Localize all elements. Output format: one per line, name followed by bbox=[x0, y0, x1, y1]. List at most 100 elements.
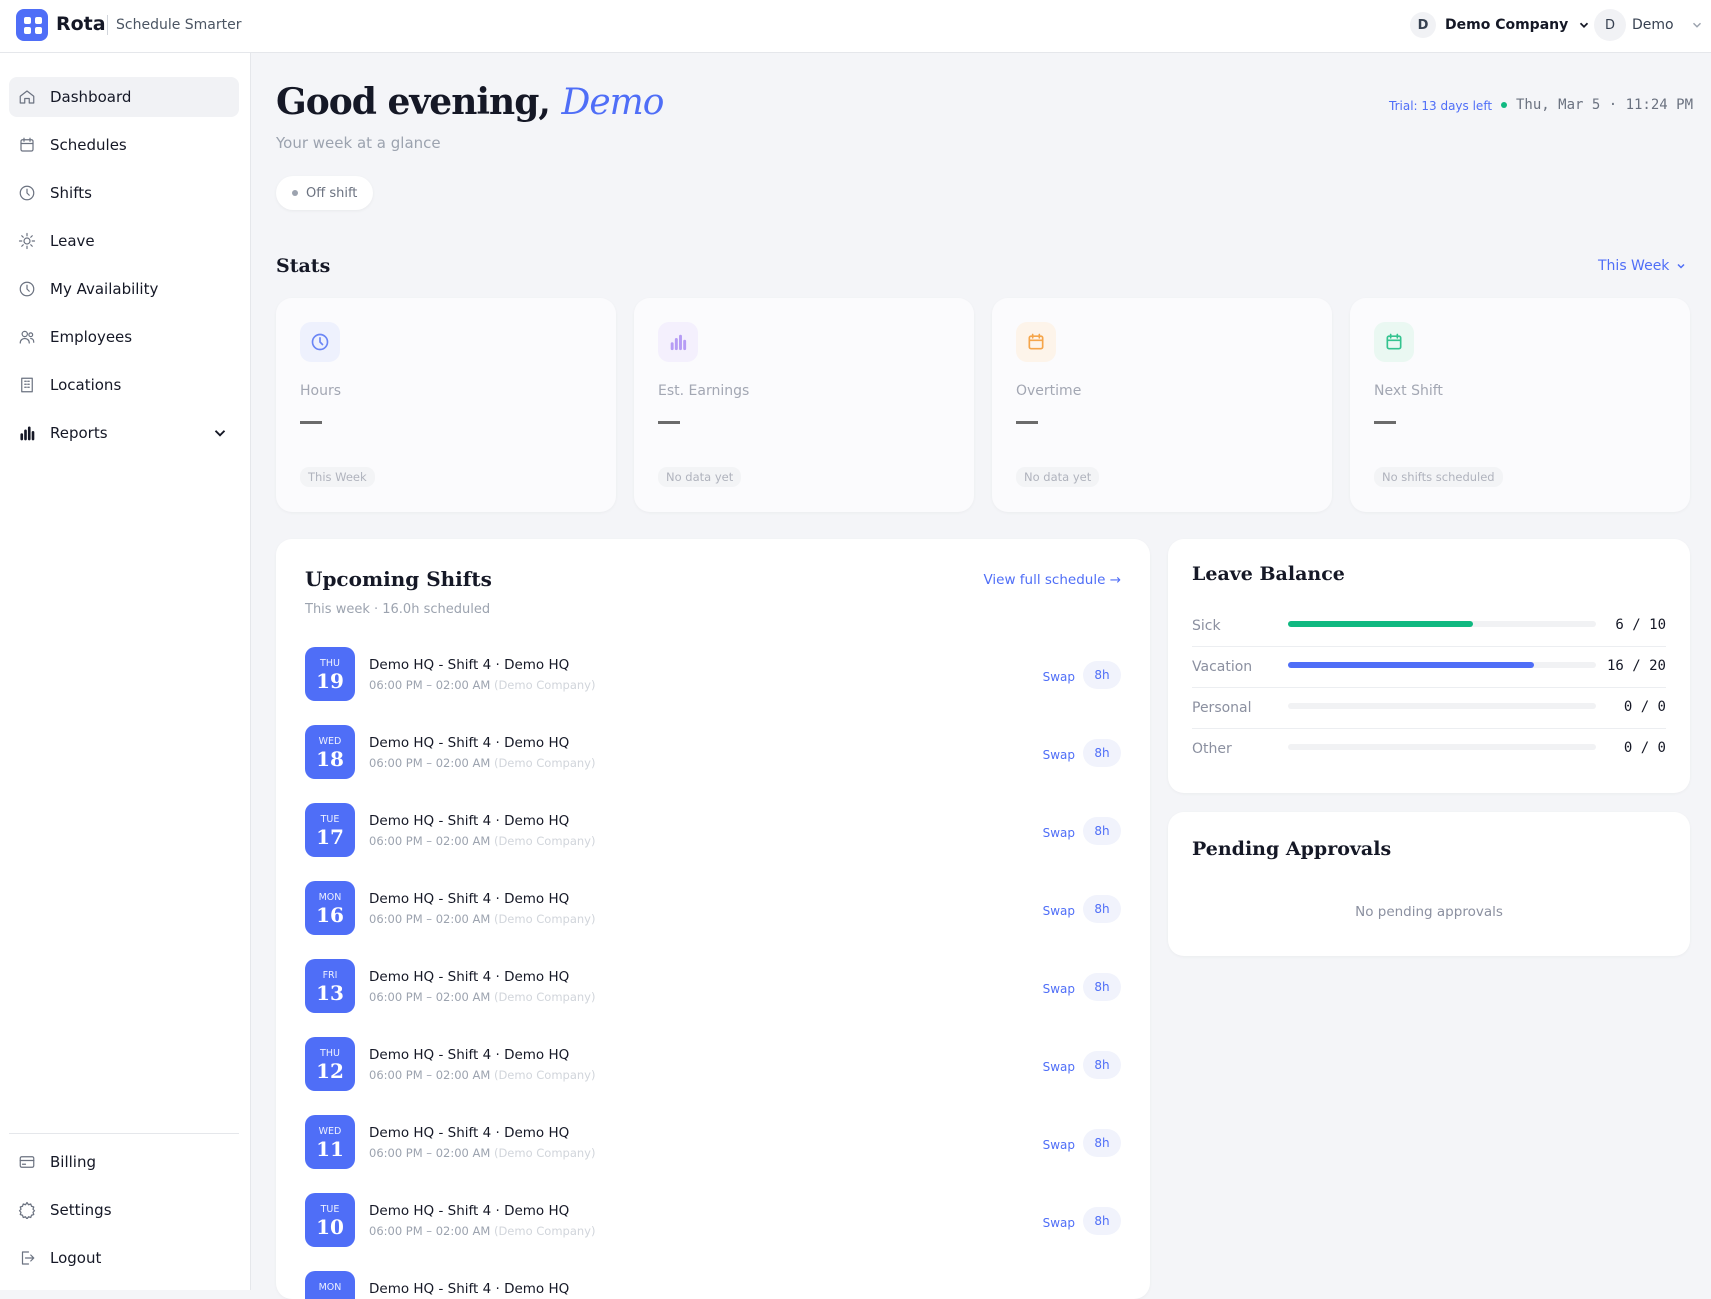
shift-row[interactable]: THU 12 Demo HQ - Shift 4 · Demo HQ 06:00 … bbox=[305, 1037, 1121, 1091]
datetime-text: Thu, Mar 5 · 11:24 PM bbox=[1516, 97, 1694, 113]
shift-weekday: MON bbox=[318, 892, 342, 903]
leave-label: Vacation bbox=[1192, 659, 1253, 675]
shift-row[interactable]: WED 11 Demo HQ - Shift 4 · Demo HQ 06:00 … bbox=[305, 1115, 1121, 1169]
range-label: This Week bbox=[1598, 258, 1670, 274]
company-avatar: D bbox=[1410, 12, 1436, 38]
stat-value-empty bbox=[300, 421, 322, 424]
sun-icon bbox=[18, 232, 36, 250]
shift-row[interactable]: TUE 10 Demo HQ - Shift 4 · Demo HQ 06:00 … bbox=[305, 1193, 1121, 1247]
status-dot-icon bbox=[292, 190, 298, 196]
company-switcher[interactable]: D Demo Company bbox=[1410, 12, 1591, 38]
shift-row[interactable]: THU 19 Demo HQ - Shift 4 · Demo HQ 06:00 … bbox=[305, 647, 1121, 701]
greeting-name: Demo bbox=[561, 82, 664, 123]
tagline: Schedule Smarter bbox=[116, 17, 242, 33]
leave-progress-track bbox=[1288, 744, 1596, 750]
shift-time: 06:00 PM – 02:00 AM bbox=[369, 912, 491, 926]
stat-value-empty bbox=[658, 421, 680, 424]
shift-time-line: 06:00 PM – 02:00 AM (Demo Company) bbox=[369, 834, 595, 848]
sidebar-item-billing[interactable]: Billing bbox=[9, 1142, 239, 1182]
sidebar-item-locations[interactable]: Locations bbox=[9, 365, 239, 405]
calendar-icon bbox=[1028, 333, 1044, 350]
view-full-schedule-link[interactable]: View full schedule → bbox=[983, 572, 1121, 588]
leave-progress-track bbox=[1288, 662, 1596, 668]
page-subtitle: Your week at a glance bbox=[276, 134, 441, 152]
shift-weekday: WED bbox=[318, 1126, 342, 1137]
rota-logo-icon[interactable] bbox=[16, 9, 48, 41]
shift-day: 19 bbox=[316, 669, 344, 693]
shift-row[interactable]: MON Demo HQ - Shift 4 · Demo HQ bbox=[305, 1271, 1121, 1299]
stats-range-select[interactable]: This Week bbox=[1598, 258, 1687, 274]
page-title: Good evening, Demo bbox=[276, 81, 664, 123]
swap-button[interactable]: Swap bbox=[1042, 670, 1075, 684]
shift-hours-badge: 8h bbox=[1083, 973, 1121, 1001]
stat-label: Est. Earnings bbox=[658, 383, 750, 399]
sidebar-item-employees[interactable]: Employees bbox=[9, 317, 239, 357]
shift-row[interactable]: FRI 13 Demo HQ - Shift 4 · Demo HQ 06:00 … bbox=[305, 959, 1121, 1013]
stat-label: Hours bbox=[300, 383, 342, 399]
user-menu[interactable]: D Demo bbox=[1594, 9, 1704, 41]
sidebar-item-logout[interactable]: Logout bbox=[9, 1238, 239, 1278]
current-datetime: Thu, Mar 5 · 11:24 PM bbox=[1501, 97, 1693, 113]
shift-time: 06:00 PM – 02:00 AM bbox=[369, 1224, 491, 1238]
leave-label: Personal bbox=[1192, 700, 1252, 716]
shift-row[interactable]: WED 18 Demo HQ - Shift 4 · Demo HQ 06:00 … bbox=[305, 725, 1121, 779]
shift-weekday: WED bbox=[318, 736, 342, 747]
shift-time: 06:00 PM – 02:00 AM bbox=[369, 678, 491, 692]
shift-weekday: TUE bbox=[320, 814, 340, 825]
shift-time-line: 06:00 PM – 02:00 AM (Demo Company) bbox=[369, 990, 595, 1004]
shift-row[interactable]: MON 16 Demo HQ - Shift 4 · Demo HQ 06:00 … bbox=[305, 881, 1121, 935]
sidebar-item-label: Reports bbox=[50, 424, 108, 442]
shift-hours-badge: 8h bbox=[1083, 739, 1121, 767]
bar-chart-icon bbox=[20, 426, 35, 441]
swap-button[interactable]: Swap bbox=[1042, 982, 1075, 996]
leave-value: 6 / 10 bbox=[1615, 617, 1666, 633]
trial-badge[interactable]: Trial: 13 days left bbox=[1389, 99, 1493, 113]
leave-row-personal: Personal 0 / 0 bbox=[1192, 688, 1666, 729]
swap-button[interactable]: Swap bbox=[1042, 748, 1075, 762]
sidebar-item-my-availability[interactable]: My Availability bbox=[9, 269, 239, 309]
shift-company: (Demo Company) bbox=[493, 990, 596, 1004]
swap-button[interactable]: Swap bbox=[1042, 1060, 1075, 1074]
shift-row[interactable]: TUE 17 Demo HQ - Shift 4 · Demo HQ 06:00 … bbox=[305, 803, 1121, 857]
leave-row-other: Other 0 / 0 bbox=[1192, 729, 1666, 770]
shift-date-badge: WED 18 bbox=[305, 725, 355, 779]
sidebar-item-reports[interactable]: Reports bbox=[9, 413, 239, 453]
leave-value: 0 / 0 bbox=[1623, 740, 1666, 756]
shift-title: Demo HQ - Shift 4 · Demo HQ bbox=[369, 1047, 570, 1063]
shift-title: Demo HQ - Shift 4 · Demo HQ bbox=[369, 969, 570, 985]
swap-button[interactable]: Swap bbox=[1042, 826, 1075, 840]
sidebar-item-label: Shifts bbox=[50, 184, 92, 202]
shift-day: 10 bbox=[316, 1215, 344, 1239]
shift-title: Demo HQ - Shift 4 · Demo HQ bbox=[369, 735, 570, 751]
stat-card-hours: Hours This Week bbox=[276, 298, 616, 512]
main-content: Good evening, Demo Your week at a glance… bbox=[251, 53, 1711, 1299]
stat-icon-box bbox=[658, 322, 698, 362]
stat-value-empty bbox=[1374, 421, 1396, 424]
shift-time-line: 06:00 PM – 02:00 AM (Demo Company) bbox=[369, 1224, 595, 1238]
shift-time: 06:00 PM – 02:00 AM bbox=[369, 990, 491, 1004]
stat-chip: No shifts scheduled bbox=[1374, 467, 1503, 487]
sidebar-item-settings[interactable]: Settings bbox=[9, 1190, 239, 1230]
shift-weekday: FRI bbox=[322, 970, 338, 981]
shift-date-badge: MON 16 bbox=[305, 881, 355, 935]
sidebar-item-dashboard[interactable]: Dashboard bbox=[9, 77, 239, 117]
logout-icon bbox=[21, 1251, 35, 1265]
divider bbox=[107, 15, 108, 35]
chevron-down-icon bbox=[1692, 22, 1701, 28]
shift-company: (Demo Company) bbox=[493, 756, 596, 770]
swap-button[interactable]: Swap bbox=[1042, 1216, 1075, 1230]
shift-company: (Demo Company) bbox=[493, 678, 596, 692]
live-dot-icon bbox=[1501, 102, 1507, 108]
sidebar-item-shifts[interactable]: Shifts bbox=[9, 173, 239, 213]
upcoming-shifts-card: Upcoming Shifts View full schedule → Thi… bbox=[276, 539, 1150, 1299]
swap-button[interactable]: Swap bbox=[1042, 904, 1075, 918]
leave-balance-card: Leave Balance Sick 6 / 10 Vacation 16 / 2… bbox=[1168, 539, 1690, 793]
sidebar-item-schedules[interactable]: Schedules bbox=[9, 125, 239, 165]
leave-value: 16 / 20 bbox=[1606, 658, 1666, 674]
swap-button[interactable]: Swap bbox=[1042, 1138, 1075, 1152]
sidebar-item-leave[interactable]: Leave bbox=[9, 221, 239, 261]
sidebar-item-label: Locations bbox=[50, 376, 122, 394]
shift-title: Demo HQ - Shift 4 · Demo HQ bbox=[369, 1203, 570, 1219]
sidebar-item-label: Logout bbox=[50, 1249, 102, 1267]
shift-date-badge: TUE 17 bbox=[305, 803, 355, 857]
